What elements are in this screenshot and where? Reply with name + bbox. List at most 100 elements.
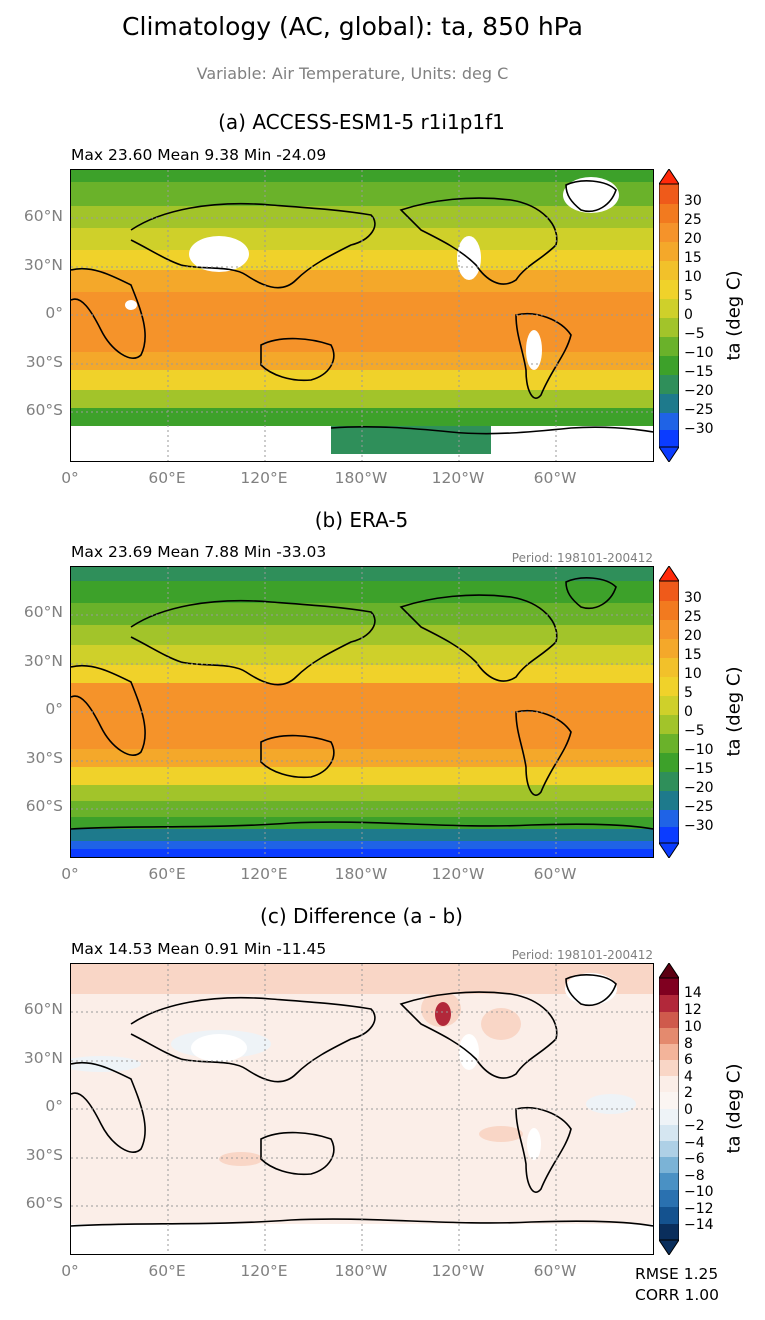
panel-c-cbtick-5: 4 [684,1069,693,1085]
panel-a-cbtick-5: 5 [684,288,693,304]
panel-a-stats: Max 23.60 Mean 9.38 Min -24.09 [71,146,327,164]
panel-b-cbtick-5: 5 [684,685,693,701]
panel-c-ytick-1: 30°N [23,1049,63,1067]
panel-a-cbtick-10: −20 [684,383,714,399]
panel-c-xtick-2: 120°E [240,1262,288,1280]
corr-metric: CORR 1.00 [635,1286,720,1304]
panel-c-cbtick-9: −4 [684,1135,705,1151]
panel-b-cbtick-6: 0 [684,704,693,720]
panel-a-ytick-2: 0° [45,304,63,322]
coast-north-america [399,197,558,285]
panel-b-cbtick-0: 30 [684,590,702,606]
panel-b-cbtick-7: −5 [684,723,705,739]
panel-b-xtick-2: 120°E [240,865,288,883]
panel-c-map-svg [71,964,653,1254]
panel-a-cbtick-9: −15 [684,364,714,380]
panel-b-xtick-4: 120°W [431,865,485,883]
mask-tibet [189,236,249,272]
panel-c-cbtick-4: 6 [684,1052,693,1068]
panel-b-cbtick-8: −10 [684,742,714,758]
panel-a-cbtick-12: −30 [684,421,714,437]
panel-a-xtick-0: 0° [61,469,79,487]
coast-south-america [515,312,572,399]
panel-b-gridlines [71,567,653,857]
panel-a-map [70,169,654,462]
panel-c-period: Period: 198101-200412 [511,948,653,962]
panel-b-ytick-1: 30°N [23,652,63,670]
band-a-antarctic-sea [331,426,491,454]
panel-a-xtick-2: 120°E [240,469,288,487]
panel-b-ytick-0: 60°N [23,603,63,621]
panel-c-cbtick-6: 2 [684,1085,693,1101]
panel-c-cbtick-10: −6 [684,1151,705,1167]
panel-b-xtick-3: 180°W [334,865,388,883]
panel-b-coastlines [71,577,653,830]
panel-c-xtick-1: 60°E [148,1262,186,1280]
panel-b-map-svg [71,567,653,857]
panel-c-cbtick-7: 0 [684,1102,693,1118]
panel-c-stats: Max 14.53 Mean 0.91 Min -11.45 [71,940,327,958]
panel-a-cbtick-4: 10 [684,269,702,285]
panel-a-map-svg [71,170,653,461]
panel-a-cbtick-1: 25 [684,212,702,228]
mask-andes [526,330,542,370]
panel-a-ytick-0: 60°N [23,207,63,225]
panel-a-cbtick-7: −5 [684,326,705,342]
panel-a-title: (a) ACCESS-ESM1-5 r1i1p1f1 [218,110,505,134]
panel-a-colorbar-label: ta (deg C) [723,270,745,361]
panel-b-ytick-3: 30°S [25,749,63,767]
panel-c-cbtick-12: −10 [684,1184,714,1200]
panel-b-period: Period: 198101-200412 [511,551,653,565]
panel-c-cbtick-0: 14 [684,985,702,1001]
panel-a-cbtick-2: 20 [684,231,702,247]
figure-title: Climatology (AC, global): ta, 850 hPa [122,12,583,41]
coast-australia [260,337,335,382]
panel-b-ytick-2: 0° [45,700,63,718]
panel-a-ytick-1: 30°N [23,256,63,274]
panel-a-colorbar-svg [659,169,679,462]
panel-a-ytick-4: 60°S [25,401,63,419]
panel-c-cbtick-8: −2 [684,1118,705,1134]
coast-antarctica [330,425,653,435]
panel-a-cbtick-0: 30 [684,193,702,209]
panel-c-gridlines [71,964,653,1254]
panel-c-ytick-3: 30°S [25,1146,63,1164]
panel-b-map [70,566,654,858]
panel-b-cbtick-10: −20 [684,780,714,796]
panel-c-ytick-4: 60°S [25,1194,63,1212]
figure-subtitle: Variable: Air Temperature, Units: deg C [196,64,509,83]
panel-c-cbtick-11: −8 [684,1168,705,1184]
panel-c-coastlines [71,974,653,1227]
panel-c-cbtick-2: 10 [684,1019,702,1035]
panel-a-cbtick-11: −25 [684,402,714,418]
panel-a-coastlines [71,180,653,435]
panel-b-cbtick-4: 10 [684,666,702,682]
panel-c-ytick-0: 60°N [23,1000,63,1018]
panel-a-gridlines [71,170,653,461]
panel-c-colorbar-label: ta (deg C) [723,1063,745,1154]
panel-c-xtick-5: 60°W [533,1262,577,1280]
panel-a-ytick-3: 30°S [25,353,63,371]
mask-africa [125,300,137,310]
panel-b-title: (b) ERA-5 [314,508,409,532]
panel-b-xtick-0: 0° [61,865,79,883]
panel-c-title: (c) Difference (a - b) [260,904,463,928]
panel-b-cbtick-3: 15 [684,647,702,663]
panel-b-cbtick-11: −25 [684,799,714,815]
panel-b-colorbar [659,566,679,858]
panel-c-colorbar-svg [659,963,679,1255]
panel-a-cbtick-3: 15 [684,250,702,266]
panel-c-ytick-2: 0° [45,1097,63,1115]
panel-c-map [70,963,654,1255]
panel-a-xtick-4: 120°W [431,469,485,487]
panel-c-xtick-3: 180°W [334,1262,388,1280]
panel-c-cbtick-3: 8 [684,1036,693,1052]
panel-b-colorbar-label: ta (deg C) [723,666,745,757]
panel-c-cbtick-1: 12 [684,1002,702,1018]
band-a-10 [71,390,653,408]
panel-b-xtick-5: 60°W [533,865,577,883]
panel-c-xtick-4: 120°W [431,1262,485,1280]
panel-c-cbtick-13: −12 [684,1201,714,1217]
mask-greenland [563,177,619,213]
panel-b-xtick-1: 60°E [148,865,186,883]
